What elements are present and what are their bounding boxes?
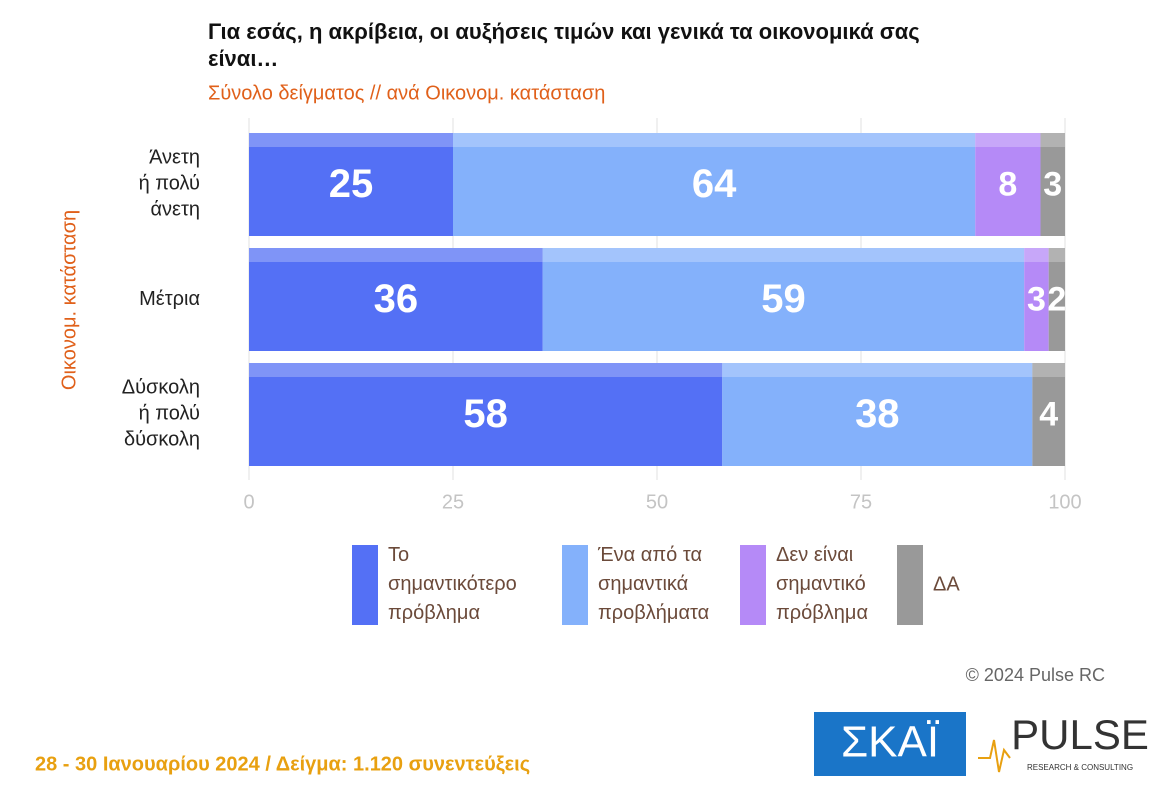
subtitle: Σύνολο δείγματος // ανά Οικονομ. κατάστα… bbox=[208, 82, 605, 104]
data-label: 64 bbox=[692, 162, 737, 206]
x-tick-label: 100 bbox=[1048, 491, 1081, 513]
y-tick-label: Δύσκολη ή πολύ δύσκολη bbox=[122, 377, 200, 451]
legend-label: Δεν είναι σημαντικό πρόβλημα bbox=[776, 544, 868, 624]
bar-shade bbox=[542, 248, 1025, 262]
bar-segment bbox=[722, 363, 1033, 466]
legend-swatch bbox=[562, 545, 588, 625]
bar-shade bbox=[722, 363, 1033, 377]
bar-segment bbox=[249, 133, 453, 236]
bar-segment bbox=[1040, 133, 1065, 236]
data-label: 8 bbox=[998, 165, 1017, 203]
bar-segment bbox=[975, 133, 1041, 236]
bar-shade bbox=[975, 133, 1041, 147]
bar-shade bbox=[249, 248, 543, 262]
bar-shade bbox=[1032, 363, 1065, 377]
chart-title: Για εσάς, η ακρίβεια, οι αυξήσεις τιμών … bbox=[208, 19, 920, 71]
copyright: © 2024 Pulse RC bbox=[966, 665, 1105, 685]
legend-label: Ένα από τα σημαντικά προβλήματα bbox=[597, 544, 709, 624]
data-label: 58 bbox=[463, 392, 508, 436]
logo-skai: ΣΚΑΪ bbox=[841, 718, 940, 767]
data-label: 2 bbox=[1047, 280, 1066, 318]
bar-shade bbox=[249, 363, 723, 377]
bar-shade bbox=[249, 133, 453, 147]
logo-box bbox=[814, 712, 966, 776]
x-tick-label: 25 bbox=[442, 491, 464, 513]
bar-shade bbox=[1024, 248, 1049, 262]
legend-swatch bbox=[352, 545, 378, 625]
bar-segment bbox=[1048, 248, 1065, 351]
bar-segment bbox=[1024, 248, 1049, 351]
y-tick-label: Μέτρια bbox=[139, 288, 200, 310]
data-label: 36 bbox=[374, 277, 419, 321]
y-tick-label: Άνετη ή πολύ άνετη bbox=[139, 147, 200, 221]
legend-swatch bbox=[897, 545, 923, 625]
logo-wave bbox=[978, 739, 1011, 773]
legend-label: ΔΑ bbox=[933, 573, 960, 595]
legend-swatch bbox=[740, 545, 766, 625]
bar-shade bbox=[453, 133, 976, 147]
x-tick-label: 50 bbox=[646, 491, 668, 513]
bar-segment bbox=[249, 363, 723, 466]
logo-pulse-sub: RESEARCH & CONSULTING bbox=[1027, 763, 1133, 772]
data-label: 4 bbox=[1039, 395, 1058, 433]
x-tick-label: 0 bbox=[243, 491, 254, 513]
logo-pulse: PULSE bbox=[1011, 711, 1149, 758]
bar-shade bbox=[1048, 248, 1065, 262]
bar-segment bbox=[542, 248, 1025, 351]
bar-segment bbox=[249, 248, 543, 351]
x-tick-label: 75 bbox=[850, 491, 872, 513]
data-label: 59 bbox=[761, 277, 806, 321]
bar-segment bbox=[1032, 363, 1065, 466]
footer-note: 28 - 30 Ιανουαρίου 2024 / Δείγμα: 1.120 … bbox=[35, 753, 530, 775]
data-label: 3 bbox=[1043, 165, 1062, 203]
legend-label: Το σημαντικότερο πρόβλημα bbox=[388, 544, 517, 624]
bar-segment bbox=[453, 133, 976, 236]
y-axis-label: Οικονομ. κατάσταση bbox=[58, 210, 80, 390]
bar-shade bbox=[1040, 133, 1065, 147]
data-label: 3 bbox=[1027, 280, 1046, 318]
data-label: 25 bbox=[329, 162, 374, 206]
data-label: 38 bbox=[855, 392, 900, 436]
